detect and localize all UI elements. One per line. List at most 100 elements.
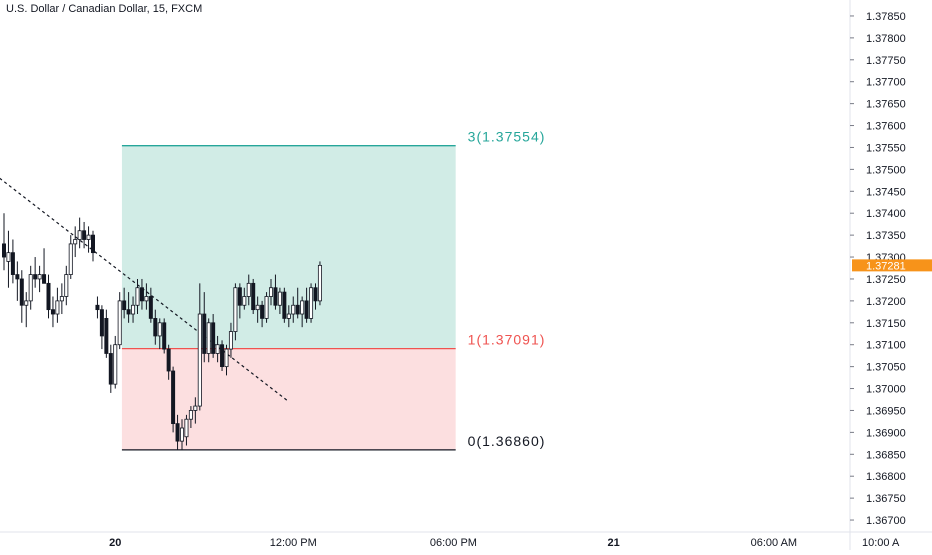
candle-body (91, 234, 96, 254)
time-tick-label: 12:00 PM (270, 537, 317, 549)
trendline (0, 177, 290, 403)
candle-body (255, 304, 260, 311)
candle-body (104, 318, 109, 354)
candle-body (286, 313, 291, 319)
candle-body (184, 418, 189, 438)
candle-body (157, 322, 162, 337)
candle-body (260, 304, 265, 319)
time-tick-label: 21 (608, 537, 620, 549)
candle-body (224, 348, 229, 368)
candle-body (211, 322, 216, 354)
candle-body (264, 296, 269, 319)
candle-body (117, 300, 122, 346)
price-tick-label: 1.37650 (866, 99, 906, 111)
candle-body (46, 282, 51, 311)
candle-body (33, 274, 38, 280)
price-tick-label: 1.36750 (866, 493, 906, 505)
candle-body (99, 309, 104, 337)
price-tick-label: 1.37400 (866, 208, 906, 220)
candle-body (24, 300, 29, 306)
candle-body (309, 287, 314, 319)
price-tick-label: 1.37600 (866, 121, 906, 133)
candle-body (233, 287, 238, 332)
candle-body (202, 313, 207, 354)
time-tick-label: 06:00 PM (430, 537, 477, 549)
candle-body (55, 300, 60, 315)
candle-body (82, 230, 87, 240)
level-label-entry: 1(1.37091) (468, 332, 546, 348)
candles (2, 213, 322, 450)
candle-body (242, 296, 247, 306)
price-tick-label: 1.37700 (866, 77, 906, 89)
price-tick-label: 1.37350 (866, 230, 906, 242)
level-label-target: 3(1.37554) (468, 129, 546, 145)
price-tick-label: 1.37450 (866, 186, 906, 198)
price-tick-label: 1.37250 (866, 274, 906, 286)
candle-body (108, 353, 113, 385)
candle-body (206, 322, 211, 354)
candle-body (86, 234, 91, 240)
candle-body (268, 287, 273, 297)
candle-body (277, 291, 282, 306)
candle-body (144, 296, 149, 302)
candle-body (193, 405, 198, 411)
candle-body (15, 274, 20, 280)
price-tick-label: 1.36850 (866, 449, 906, 461)
candle-body (282, 291, 287, 319)
price-tick-label: 1.37000 (866, 384, 906, 396)
candle-body (64, 274, 69, 297)
last-price-label: 1.37281 (866, 260, 906, 272)
candle-body (304, 300, 309, 319)
price-tick-label: 1.37500 (866, 164, 906, 176)
candle-body (215, 344, 220, 354)
price-tick-label: 1.37750 (866, 55, 906, 67)
candle-body (42, 274, 47, 284)
candle-body (37, 274, 42, 280)
candle-body (68, 243, 73, 275)
candle-body (166, 348, 171, 372)
candle-body (228, 331, 233, 350)
candle-body (295, 304, 300, 315)
candle-body (126, 309, 131, 315)
candle-body (131, 304, 136, 315)
candle-body (135, 287, 140, 306)
candle-body (19, 278, 24, 306)
candle-body (153, 318, 158, 337)
price-tick-label: 1.37850 (866, 11, 906, 23)
candle-body (246, 282, 251, 297)
candle-body (6, 252, 11, 262)
price-tick-label: 1.37550 (866, 142, 906, 154)
time-tick-label: 10:00 A (862, 537, 900, 549)
candle-body (2, 243, 7, 258)
time-tick-label: 20 (109, 537, 121, 549)
candle-body (77, 230, 82, 240)
price-tick-label: 1.36900 (866, 427, 906, 439)
candle-body (313, 287, 318, 302)
candle-body (122, 300, 127, 311)
price-tick-label: 1.36800 (866, 471, 906, 483)
price-tick-label: 1.37200 (866, 296, 906, 308)
candle-body (273, 287, 278, 306)
candle-body (220, 344, 225, 368)
chart-title: U.S. Dollar / Canadian Dollar, 15, FXCM (6, 3, 203, 15)
candle-body (197, 313, 202, 407)
candle-body (291, 304, 296, 315)
candle-body (73, 239, 78, 245)
candle-body (113, 344, 118, 385)
candle-body (50, 309, 55, 315)
level-label-stop: 0(1.36860) (468, 433, 546, 449)
candle-body (28, 274, 33, 302)
price-tick-label: 1.37100 (866, 340, 906, 352)
candle-body (317, 264, 322, 302)
price-tick-label: 1.36950 (866, 405, 906, 417)
candle-body (237, 287, 242, 306)
candle-body (59, 296, 64, 302)
price-tick-label: 1.37150 (866, 318, 906, 330)
time-tick-label: 06:00 AM (751, 537, 797, 549)
candle-body (175, 423, 180, 442)
candle-body (179, 427, 184, 442)
candle-body (162, 322, 167, 350)
price-tick-label: 1.36700 (866, 515, 906, 527)
candle-body (251, 282, 256, 311)
